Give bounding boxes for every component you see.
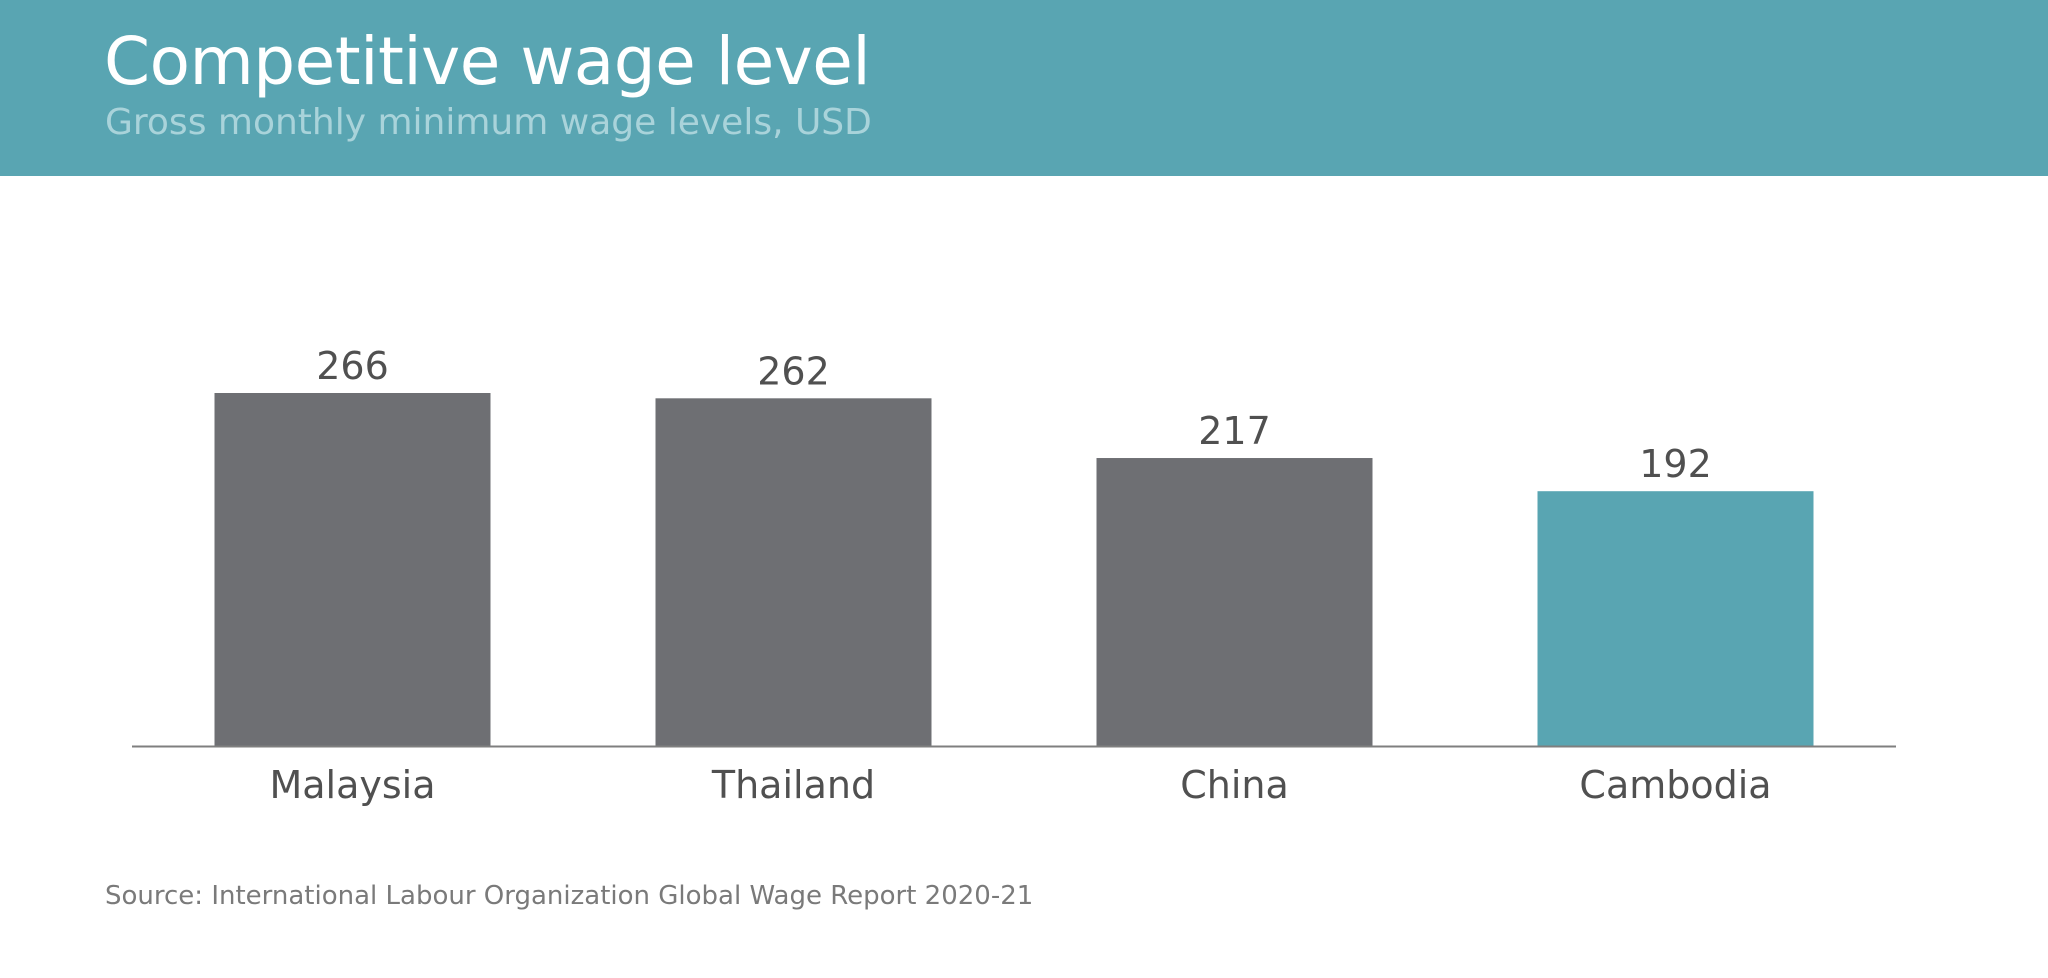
x-tick-label-cambodia: Cambodia [1579,763,1771,807]
header-banner: Competitive wage level Gross monthly min… [0,0,2048,176]
data-label-cambodia: 192 [1639,442,1712,486]
x-tick-label-china: China [1180,763,1289,807]
page-subtitle: Gross monthly minimum wage levels, USD [105,102,872,143]
bar-cambodia [1537,491,1814,746]
data-label-china: 217 [1198,409,1271,453]
bar-chart: 266 Malaysia 262 Thailand 217 China 192 Cambodi… [132,344,1896,807]
bar-china [1096,458,1373,746]
data-label-malaysia: 266 [316,344,389,388]
data-label-thailand: 262 [757,349,830,393]
x-tick-label-thailand: Thailand [711,763,875,807]
source-note: Source: International Labour Organizatio… [105,881,1034,911]
x-tick-label-malaysia: Malaysia [269,763,435,807]
bar-malaysia [214,393,491,746]
bar-thailand [655,398,932,746]
page-title: Competitive wage level [104,23,871,100]
